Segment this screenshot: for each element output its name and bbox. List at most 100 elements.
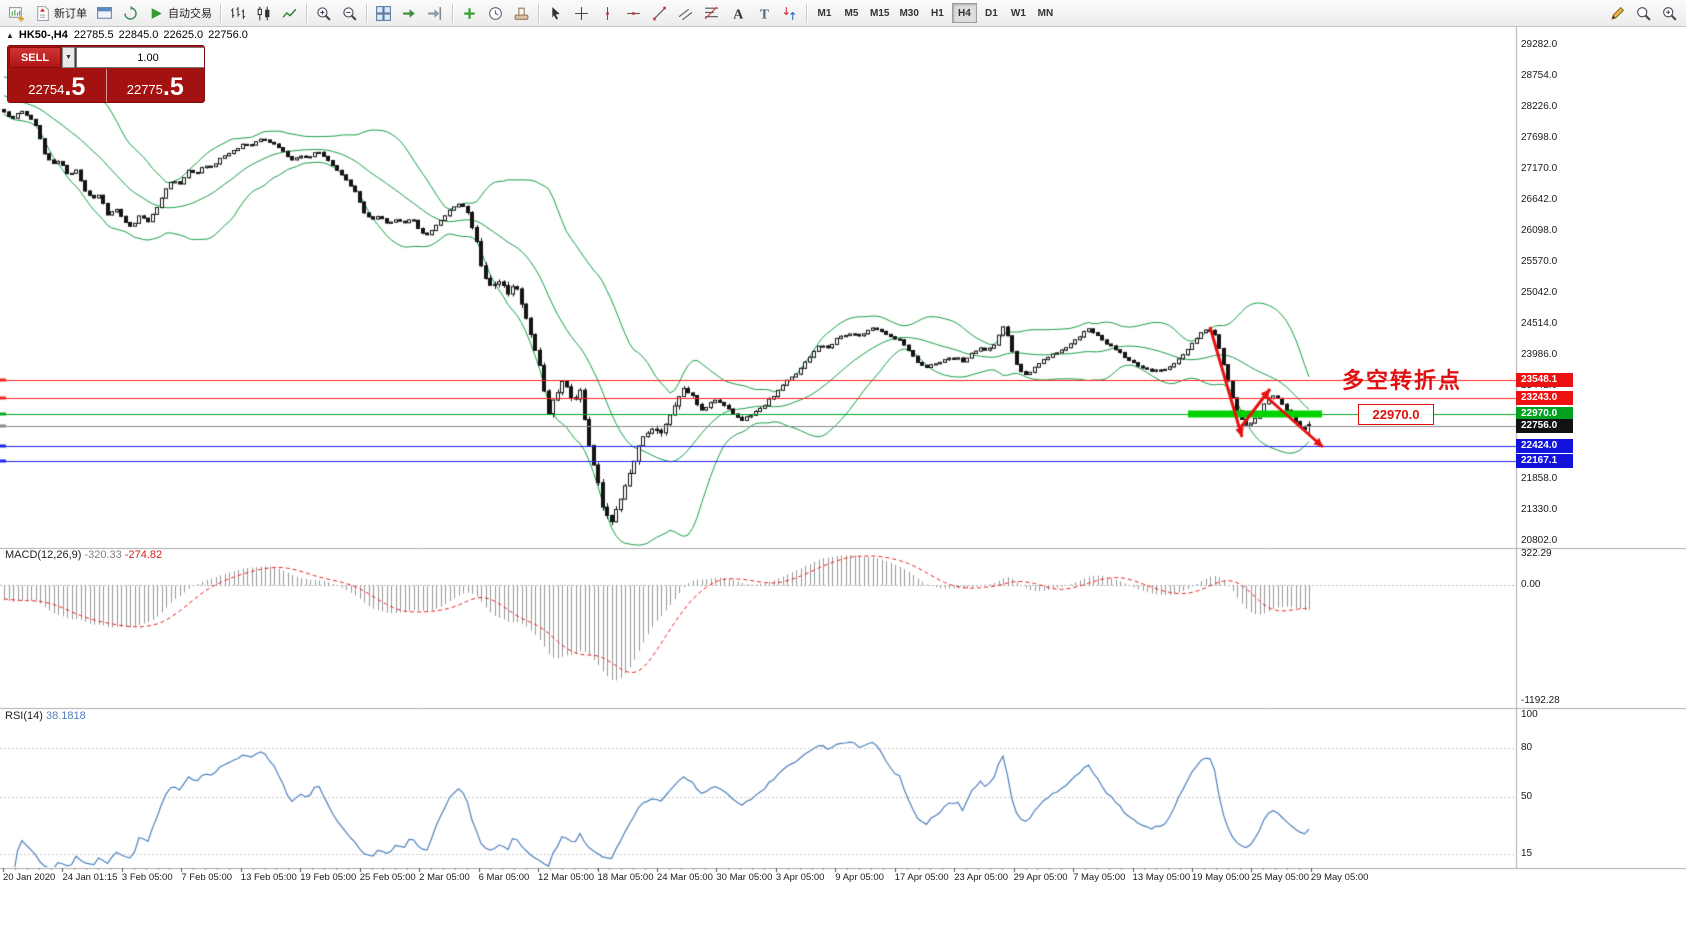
chart-shift-button[interactable] [423,2,448,25]
toolbar-separator [806,3,807,23]
search-button[interactable] [1631,2,1656,25]
price-flag-annotation[interactable]: 22970.0 [1358,404,1434,425]
trade-panel-divider [105,69,107,102]
sell-price-main: 22754 [28,82,65,97]
timeframe-m15[interactable]: M15 [866,3,893,23]
arrows-button[interactable] [777,2,802,25]
fibonacci-button[interactable] [699,2,724,25]
buy-price-main: 22775 [126,82,163,97]
trendline-button[interactable] [647,2,672,25]
label-button[interactable]: T [751,2,776,25]
new-order-button[interactable]: 新订单 [30,2,91,25]
zoom-search-icon [1661,5,1678,22]
timeframe-m1[interactable]: M1 [812,3,837,23]
zoom-out-icon [341,5,358,22]
chart-shift-icon [427,5,444,22]
chart-window: ▲ HK50-,H4 22785.5 22845.0 22625.0 22756.0 SE… [0,27,1686,946]
toolbar-separator [366,3,367,23]
text-icon: A [729,5,746,22]
tile-windows-icon [375,5,392,22]
new-chart-button[interactable] [4,2,29,25]
new-order-label: 新订单 [54,8,87,20]
one-click-trade-panel: SELL ▼ ▲ BUY 22754.5 22775.5 [7,45,205,103]
periods-button[interactable] [483,2,508,25]
indicators-button[interactable] [457,2,482,25]
trade-panel-top-row: SELL ▼ ▲ BUY [8,46,204,69]
svg-text:A: A [733,6,743,21]
timeframe-d1[interactable]: D1 [979,3,1004,23]
zoom-out-button[interactable] [337,2,362,25]
timeframe-h1[interactable]: H1 [925,3,950,23]
triangle-down-icon: ▼ [65,54,72,61]
pencil-icon [1609,5,1626,22]
periods-icon [487,5,504,22]
auto-trading-label: 自动交易 [168,8,212,20]
toolbar-separator [306,3,307,23]
vertical-line-button[interactable] [595,2,620,25]
sell-price[interactable]: 22754.5 [8,69,106,102]
channel-button[interactable] [673,2,698,25]
candlestick-chart-button[interactable] [251,2,276,25]
profiles-button[interactable] [92,2,117,25]
zoom-in-icon [315,5,332,22]
auto-trading-button[interactable]: 自动交易 [144,2,216,25]
zoom-in-button[interactable] [311,2,336,25]
bar-chart-icon [229,5,246,22]
trendline-icon [651,5,668,22]
buy-price[interactable]: 22775.5 [107,69,205,102]
text-button[interactable]: A [725,2,750,25]
candlestick-chart-icon [255,5,272,22]
price-chart-canvas[interactable] [0,27,1686,946]
horizontal-line-button[interactable] [621,2,646,25]
line-chart-button[interactable] [277,2,302,25]
templates-icon [513,5,530,22]
toolbar: 新订单 自动交易 A T M1 M5 M15 M30 H1 H4 D1 W1 MN [0,0,1686,27]
sell-price-frac: .5 [64,72,86,101]
timeframe-w1[interactable]: W1 [1006,3,1031,23]
volume-decrement-button[interactable]: ▼ [62,47,75,68]
trade-panel-toggle-icon[interactable]: ▲ [6,31,14,40]
channel-icon [677,5,694,22]
timeframe-m30[interactable]: M30 [895,3,922,23]
line-chart-icon [281,5,298,22]
volume-stepper: ▼ ▲ [62,47,204,68]
crosshair-button[interactable] [569,2,594,25]
buy-price-frac: .5 [162,72,184,101]
timeframe-mn[interactable]: MN [1033,3,1058,23]
crosshair-icon [573,5,590,22]
svg-text:T: T [760,6,769,21]
horizontal-line-icon [625,5,642,22]
vertical-line-icon [599,5,616,22]
pencil-button[interactable] [1605,2,1630,25]
auto-scroll-button[interactable] [397,2,422,25]
search-icon [1635,5,1652,22]
refresh-icon [122,5,139,22]
indicators-icon [461,5,478,22]
tile-windows-button[interactable] [371,2,396,25]
auto-scroll-icon [401,5,418,22]
bar-chart-button[interactable] [225,2,250,25]
zoom-search-button[interactable] [1657,2,1682,25]
arrows-icon [781,5,798,22]
cursor-icon [547,5,564,22]
new-order-icon [34,5,51,22]
timeframe-m5[interactable]: M5 [839,3,864,23]
toolbar-separator [452,3,453,23]
toolbar-separator [538,3,539,23]
toolbar-separator [220,3,221,23]
label-icon: T [755,5,772,22]
templates-button[interactable] [509,2,534,25]
fibonacci-icon [703,5,720,22]
new-chart-icon [8,5,25,22]
turning-point-annotation[interactable]: 多空转折点 [1342,368,1463,393]
cursor-button[interactable] [543,2,568,25]
volume-input[interactable] [76,47,204,68]
timeframe-group: M1 M5 M15 M30 H1 H4 D1 W1 MN [811,3,1059,23]
auto-trading-icon [148,5,165,22]
sell-button[interactable]: SELL [9,47,61,68]
refresh-button[interactable] [118,2,143,25]
profiles-icon [96,5,113,22]
trade-panel-prices: 22754.5 22775.5 [8,69,204,102]
timeframe-h4[interactable]: H4 [951,3,977,23]
